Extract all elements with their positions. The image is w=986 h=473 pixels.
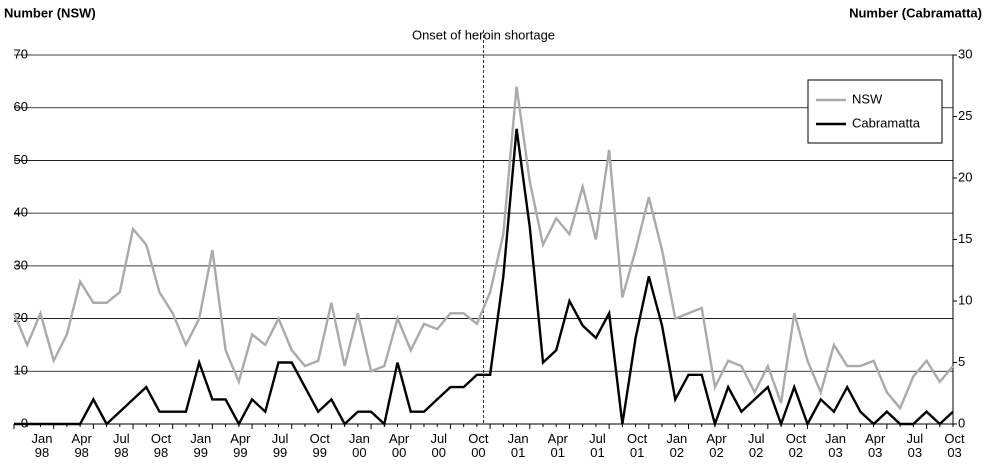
x-tick-label: Oct 98 (150, 431, 172, 460)
x-tick-label: Jan 03 (825, 431, 846, 460)
y-tick-label: 40 (14, 205, 28, 220)
y-axis-title: Number (NSW) (4, 5, 96, 20)
y2-tick-label: 30 (958, 46, 972, 61)
series-line (14, 128, 954, 429)
annotation: Onset of heroin shortage (412, 27, 555, 42)
x-tick-label: Oct 03 (944, 431, 965, 460)
y2-tick-label: 20 (958, 169, 972, 184)
x-tick-label: Jul 01 (589, 431, 606, 460)
x-tick-label: Apr 98 (71, 431, 92, 460)
y2-axis-title: Number (Cabramatta) (849, 5, 982, 20)
legend-label: NSW (852, 91, 883, 106)
legend-label: Cabramatta (852, 115, 921, 130)
y-tick-label: 70 (14, 46, 28, 61)
x-tick-label: Apr 01 (547, 431, 568, 460)
x-tick-label: Jul 02 (747, 431, 765, 460)
x-tick-label: Jul 99 (271, 431, 289, 460)
y-tick-label: 60 (14, 99, 28, 114)
y2-tick-label: 10 (958, 292, 972, 307)
x-tick-label: Apr 03 (865, 431, 886, 460)
y-tick-label: 10 (14, 363, 28, 378)
x-tick-label: Apr 02 (706, 431, 727, 460)
x-tick-label: Jul 03 (906, 431, 924, 460)
x-tick-label: Jan 99 (190, 431, 212, 460)
y2-tick-label: 0 (958, 415, 965, 430)
x-tick-label: Jul 98 (113, 431, 130, 460)
x-tick-label: Jul 00 (430, 431, 448, 460)
y2-tick-label: 25 (958, 108, 972, 123)
x-tick-label: Jan 02 (666, 431, 688, 460)
x-tick-label: Apr 99 (230, 431, 251, 460)
legend-box (807, 79, 943, 144)
x-tick-label: Jan 98 (31, 431, 53, 460)
x-tick-label: Jan 00 (348, 431, 370, 460)
y2-tick-label: 15 (958, 231, 972, 246)
x-tick-label: Oct 00 (468, 431, 489, 460)
y-tick-label: 30 (14, 257, 28, 272)
series-line (12, 86, 954, 411)
y-tick-label: 50 (14, 152, 28, 167)
x-tick-label: Oct 01 (627, 431, 648, 460)
x-tick-label: Oct 02 (785, 431, 806, 460)
x-tick-label: Apr 00 (388, 431, 410, 460)
y2-tick-label: 5 (958, 354, 965, 369)
x-tick-label: Oct 99 (309, 431, 330, 460)
x-tick-label: Jan 01 (507, 431, 529, 460)
